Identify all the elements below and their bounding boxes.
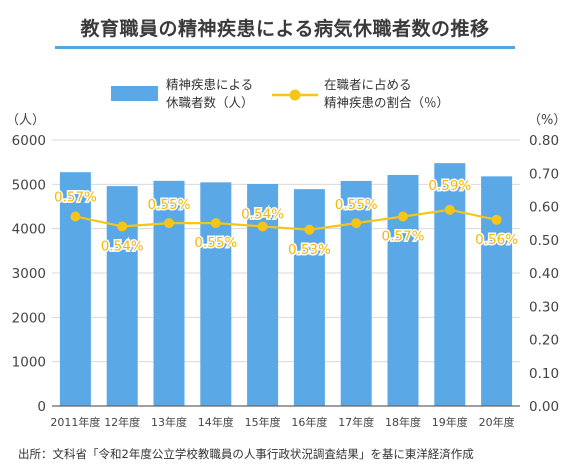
left-axis-unit: （人） [6, 113, 45, 128]
chart-title: 教育職員の精神疾患による病気休職者数の推移 [80, 18, 490, 40]
x-tick-label: 17年度 [338, 415, 374, 429]
legend-bar-label: 精神疾患による 休職者数（人） [166, 76, 254, 112]
rate-point [257, 221, 268, 232]
bar-value-label: 5045 [197, 161, 234, 177]
rate-value-label: 0.54% [241, 206, 284, 222]
legend-line-label-line1: 在職者に占める [324, 77, 412, 92]
rate-value-label: 0.55% [194, 235, 237, 251]
left-tick-label: 3000 [12, 266, 46, 282]
rate-point [351, 218, 362, 229]
right-tick-label: 0.00 [529, 399, 559, 415]
right-tick-label: 0.50 [529, 233, 559, 249]
x-tick-label: 12年度 [104, 415, 140, 429]
bar [434, 163, 466, 406]
left-tick-label: 5000 [12, 177, 46, 193]
bar-value-label: 5180 [478, 155, 515, 171]
bar-value-label: 5009 [244, 163, 281, 179]
legend-bar-label-line1: 精神疾患による [166, 77, 254, 92]
rate-line-path [75, 208, 497, 231]
rate-point [164, 218, 174, 229]
bar [387, 174, 419, 406]
right-tick-label: 0.10 [529, 366, 559, 382]
source-note: 出所：文科省「令和2年度公立学校教職員の人事行政状況調査結果」を基に東洋経済作成 [18, 447, 474, 461]
legend-bar-swatch [111, 86, 158, 101]
right-tick-label: 0.30 [529, 299, 559, 315]
right-axis-unit: （%） [528, 113, 566, 128]
rate-point [398, 211, 408, 222]
x-tick-label: 18年度 [385, 415, 421, 429]
axes: 0 1000 2000 3000 4000 5000 6000 0.00 0.10 0.20 0.3… [6, 113, 566, 429]
left-tick-label: 6000 [12, 133, 46, 149]
legend-bar-label-line2: 休職者数（人） [166, 95, 254, 110]
rate-point [304, 224, 315, 235]
x-tick-label: 13年度 [151, 415, 187, 429]
rate-value-label: 0.55% [148, 197, 191, 213]
bar-value-label: 5478 [431, 142, 468, 158]
bar [481, 176, 513, 406]
bar-value-label: 5079 [151, 160, 188, 176]
bar [340, 180, 372, 406]
bar-value-label: 4891 [291, 168, 328, 184]
left-tick-label: 0 [37, 399, 46, 415]
rate-value-label: 0.56% [475, 232, 518, 248]
x-tick-label: 15年度 [245, 415, 281, 429]
title-underline [55, 46, 515, 49]
bar [153, 180, 185, 406]
chart-area: 0 1000 2000 3000 4000 5000 6000 0.00 0.10 0.20 0.3… [6, 113, 566, 429]
bar-value-label: 5274 [57, 151, 94, 167]
rate-point [444, 204, 455, 215]
bar-value-label: 5077 [338, 160, 375, 176]
rate-point [491, 214, 502, 225]
right-tick-label: 0.70 [529, 166, 559, 182]
legend-line-swatch [272, 89, 318, 101]
left-tick-label: 4000 [12, 222, 46, 238]
data-labels: 5274 4960 5079 5045 5009 4891 5077 5212 5478 5180… [52, 142, 519, 259]
rate-line [70, 204, 502, 235]
bar [293, 189, 325, 406]
rate-point [117, 221, 128, 232]
bar-value-label: 4960 [104, 165, 141, 181]
legend-line-label: 在職者に占める 精神疾患の割合（％） [324, 76, 449, 112]
left-tick-label: 1000 [12, 355, 46, 371]
rate-value-label: 0.59% [428, 178, 471, 194]
rate-value-label: 0.54% [101, 238, 144, 254]
bar [200, 182, 232, 406]
right-tick-label: 0.80 [529, 133, 559, 149]
left-tick-label: 2000 [12, 310, 46, 326]
bar [247, 183, 279, 406]
x-tick-label: 2011年度 [50, 415, 100, 429]
rate-value-label: 0.57% [54, 189, 97, 205]
x-tick-label: 20年度 [479, 415, 515, 429]
rate-value-label: 0.55% [335, 197, 378, 213]
bar-value-label: 5212 [385, 154, 422, 170]
bar [59, 172, 91, 406]
rate-point [210, 218, 221, 229]
right-tick-label: 0.20 [529, 333, 559, 349]
right-tick-label: 0.60 [529, 200, 559, 216]
rate-point [70, 211, 81, 222]
bars [59, 163, 513, 406]
x-tick-label: 16年度 [291, 415, 327, 429]
x-tick-label: 19年度 [432, 415, 468, 429]
rate-value-label: 0.57% [382, 228, 425, 244]
legend-line-label-line2: 精神疾患の割合（％） [324, 95, 450, 110]
bar [106, 186, 138, 406]
rate-value-label: 0.53% [288, 242, 331, 258]
x-tick-label: 14年度 [198, 415, 234, 429]
right-tick-label: 0.40 [529, 266, 559, 282]
